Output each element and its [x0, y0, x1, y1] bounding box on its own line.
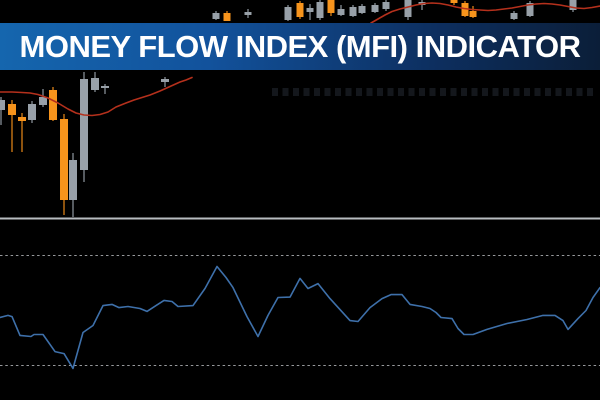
mfi-level-lines	[0, 255, 600, 366]
candles-below-banner	[0, 72, 169, 217]
faded-candles-row	[272, 88, 593, 96]
banner-title: MONEY FLOW INDEX (MFI) INDICATOR	[19, 29, 581, 64]
mfi-line	[0, 265, 600, 370]
title-banner: MONEY FLOW INDEX (MFI) INDICATOR	[0, 23, 600, 70]
moving-average-line	[0, 2, 600, 117]
